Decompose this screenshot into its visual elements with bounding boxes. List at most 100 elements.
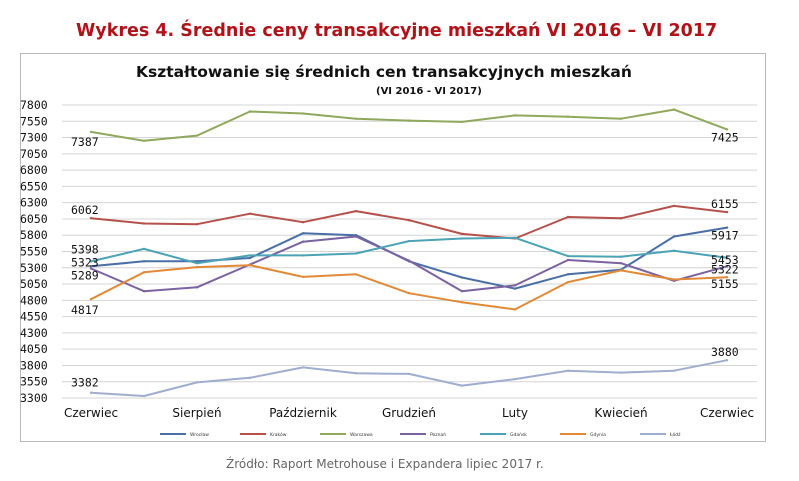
x-tick-label: Sierpień	[172, 406, 221, 420]
x-tick-label: Październik	[269, 406, 337, 420]
data-label: 5917	[711, 229, 739, 243]
y-tick-label: 4550	[20, 310, 48, 324]
y-tick-label: 7800	[20, 98, 48, 112]
y-tick-label: 6300	[20, 196, 48, 210]
data-point	[460, 276, 464, 279]
data-point	[195, 381, 199, 384]
y-tick-label: 5550	[20, 245, 48, 259]
data-point	[566, 254, 570, 258]
legend-label: Warszawa	[350, 432, 373, 438]
data-point	[407, 291, 411, 295]
data-point	[142, 394, 146, 398]
data-point	[566, 369, 570, 372]
data-point	[195, 260, 199, 263]
data-label: 7425	[711, 130, 739, 144]
chart-title: Kształtowanie się średnich cen transakcy…	[136, 63, 632, 81]
data-point	[89, 298, 93, 301]
legend-label: Łódź	[669, 431, 681, 438]
data-point	[725, 128, 729, 131]
data-point	[725, 359, 729, 362]
data-point	[89, 260, 93, 263]
data-point	[195, 134, 199, 137]
data-point	[89, 391, 93, 394]
y-tick-label: 3550	[20, 375, 48, 389]
data-point	[248, 376, 252, 380]
x-tick-label: Luty	[502, 406, 528, 420]
data-point	[513, 284, 517, 287]
data-label: 5453	[711, 253, 739, 267]
data-point	[301, 366, 305, 369]
data-point	[460, 232, 464, 236]
data-point	[354, 273, 358, 276]
x-tick-label: Grudzień	[382, 406, 436, 420]
data-point	[672, 249, 676, 253]
data-point	[407, 372, 411, 376]
data-point	[354, 209, 358, 213]
data-point	[672, 369, 676, 372]
data-point	[195, 262, 199, 265]
data-label: 4817	[71, 303, 99, 317]
data-point	[566, 273, 570, 276]
data-point	[89, 130, 93, 134]
legend-label: Gdynia	[590, 432, 606, 438]
data-point	[407, 219, 411, 222]
data-point	[142, 271, 146, 274]
data-point	[725, 226, 729, 229]
x-tick-label: Czerwiec	[64, 406, 118, 420]
data-point	[672, 204, 676, 208]
data-point	[460, 290, 464, 293]
y-tick-label: 5050	[20, 277, 48, 291]
data-point	[619, 269, 623, 272]
data-point	[672, 278, 676, 281]
data-point	[354, 235, 358, 238]
data-point	[619, 262, 623, 265]
data-point	[354, 372, 358, 375]
data-point	[354, 252, 358, 255]
data-point	[354, 117, 358, 120]
y-tick-label: 3300	[20, 391, 48, 405]
data-label: 3382	[71, 376, 99, 390]
source-note: Źródło: Raport Metrohouse i Expandera li…	[226, 457, 544, 471]
y-tick-label: 5300	[20, 261, 48, 275]
data-point	[619, 217, 623, 220]
data-point	[195, 286, 199, 289]
data-label: 5398	[71, 242, 99, 256]
data-point	[301, 254, 305, 257]
data-point	[460, 120, 464, 124]
data-point	[248, 110, 252, 113]
data-point	[89, 216, 93, 220]
data-point	[725, 276, 729, 279]
data-point	[142, 260, 146, 263]
data-point	[513, 308, 517, 311]
data-label: 6062	[71, 203, 99, 217]
y-tick-label: 7050	[20, 147, 48, 161]
data-label: 7387	[71, 135, 99, 149]
data-point	[566, 258, 570, 262]
data-point	[460, 301, 464, 304]
data-point	[725, 265, 729, 268]
y-tick-label: 4050	[20, 342, 48, 356]
y-tick-label: 7550	[20, 114, 48, 128]
data-point	[513, 377, 517, 381]
legend-label: Wrocław	[190, 432, 209, 438]
y-tick-label: 6550	[20, 179, 48, 193]
data-point	[301, 221, 305, 224]
data-label: 5322	[711, 262, 739, 276]
y-tick-label: 5800	[20, 228, 48, 242]
data-point	[142, 247, 146, 251]
data-point	[725, 256, 729, 260]
legend-label: Poznań	[430, 431, 446, 438]
data-point	[195, 265, 199, 269]
legend-label: Kraków	[270, 431, 287, 438]
data-label: 3880	[711, 345, 739, 359]
series-line	[90, 108, 728, 142]
y-tick-label: 4300	[20, 326, 48, 340]
data-point	[407, 119, 411, 122]
data-label: 6155	[711, 197, 739, 211]
data-point	[248, 256, 252, 260]
y-tick-label: 3800	[20, 358, 48, 372]
data-point	[248, 263, 252, 267]
data-point	[248, 254, 252, 257]
data-point	[407, 239, 411, 243]
